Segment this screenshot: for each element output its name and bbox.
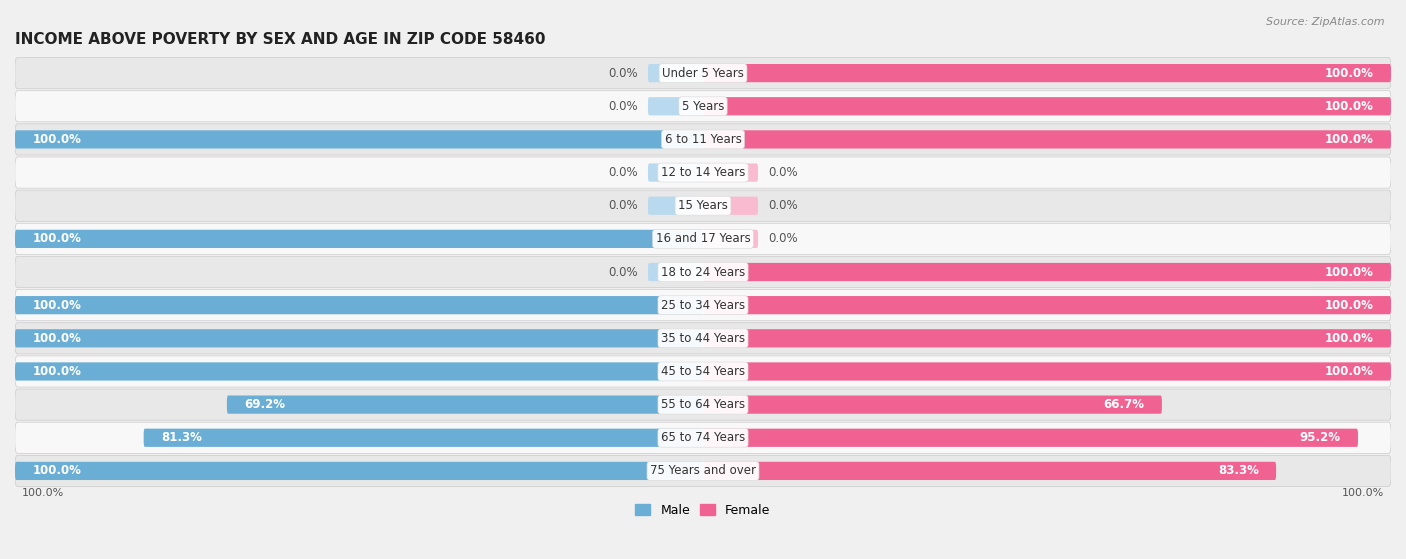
FancyBboxPatch shape — [703, 296, 1391, 314]
Text: Source: ZipAtlas.com: Source: ZipAtlas.com — [1267, 17, 1385, 27]
FancyBboxPatch shape — [703, 97, 1391, 115]
Text: 65 to 74 Years: 65 to 74 Years — [661, 431, 745, 444]
FancyBboxPatch shape — [15, 223, 1391, 254]
Text: 100.0%: 100.0% — [32, 465, 82, 477]
FancyBboxPatch shape — [703, 64, 1391, 82]
Text: 5 Years: 5 Years — [682, 100, 724, 113]
FancyBboxPatch shape — [15, 257, 1391, 287]
Text: 0.0%: 0.0% — [607, 100, 638, 113]
FancyBboxPatch shape — [703, 230, 758, 248]
FancyBboxPatch shape — [703, 329, 1391, 348]
FancyBboxPatch shape — [15, 462, 703, 480]
FancyBboxPatch shape — [15, 157, 1391, 188]
Text: 15 Years: 15 Years — [678, 199, 728, 212]
FancyBboxPatch shape — [15, 230, 703, 248]
Text: 100.0%: 100.0% — [32, 133, 82, 146]
FancyBboxPatch shape — [15, 323, 1391, 354]
FancyBboxPatch shape — [648, 97, 703, 115]
Text: 75 Years and over: 75 Years and over — [650, 465, 756, 477]
FancyBboxPatch shape — [15, 190, 1391, 221]
FancyBboxPatch shape — [703, 263, 1391, 281]
FancyBboxPatch shape — [15, 290, 1391, 321]
Text: 16 and 17 Years: 16 and 17 Years — [655, 233, 751, 245]
FancyBboxPatch shape — [15, 91, 1391, 122]
Text: 25 to 34 Years: 25 to 34 Years — [661, 299, 745, 312]
FancyBboxPatch shape — [15, 362, 703, 381]
FancyBboxPatch shape — [648, 64, 703, 82]
Text: 100.0%: 100.0% — [22, 489, 65, 499]
Text: 100.0%: 100.0% — [32, 365, 82, 378]
Text: 100.0%: 100.0% — [32, 299, 82, 312]
Text: INCOME ABOVE POVERTY BY SEX AND AGE IN ZIP CODE 58460: INCOME ABOVE POVERTY BY SEX AND AGE IN Z… — [15, 32, 546, 47]
Text: 66.7%: 66.7% — [1104, 398, 1144, 411]
FancyBboxPatch shape — [226, 396, 703, 414]
Text: 6 to 11 Years: 6 to 11 Years — [665, 133, 741, 146]
Text: 12 to 14 Years: 12 to 14 Years — [661, 166, 745, 179]
Text: 100.0%: 100.0% — [1324, 133, 1374, 146]
Text: 95.2%: 95.2% — [1299, 431, 1341, 444]
FancyBboxPatch shape — [15, 329, 703, 348]
Text: 100.0%: 100.0% — [1324, 100, 1374, 113]
Text: 55 to 64 Years: 55 to 64 Years — [661, 398, 745, 411]
FancyBboxPatch shape — [15, 130, 703, 149]
Text: 81.3%: 81.3% — [160, 431, 201, 444]
Text: 100.0%: 100.0% — [1324, 67, 1374, 79]
FancyBboxPatch shape — [703, 362, 1391, 381]
FancyBboxPatch shape — [15, 456, 1391, 486]
FancyBboxPatch shape — [703, 396, 1161, 414]
Text: 100.0%: 100.0% — [1324, 266, 1374, 278]
Text: 100.0%: 100.0% — [1341, 489, 1384, 499]
Text: 100.0%: 100.0% — [1324, 299, 1374, 312]
Legend: Male, Female: Male, Female — [630, 499, 776, 522]
Text: 100.0%: 100.0% — [1324, 332, 1374, 345]
FancyBboxPatch shape — [703, 429, 1358, 447]
Text: 0.0%: 0.0% — [607, 166, 638, 179]
Text: 100.0%: 100.0% — [1324, 365, 1374, 378]
Text: Under 5 Years: Under 5 Years — [662, 67, 744, 79]
Text: 35 to 44 Years: 35 to 44 Years — [661, 332, 745, 345]
FancyBboxPatch shape — [703, 197, 758, 215]
FancyBboxPatch shape — [15, 124, 1391, 155]
FancyBboxPatch shape — [15, 422, 1391, 453]
FancyBboxPatch shape — [648, 163, 703, 182]
FancyBboxPatch shape — [143, 429, 703, 447]
FancyBboxPatch shape — [703, 130, 1391, 149]
FancyBboxPatch shape — [15, 296, 703, 314]
Text: 69.2%: 69.2% — [245, 398, 285, 411]
Text: 0.0%: 0.0% — [768, 199, 799, 212]
Text: 0.0%: 0.0% — [607, 199, 638, 212]
FancyBboxPatch shape — [703, 462, 1277, 480]
Text: 45 to 54 Years: 45 to 54 Years — [661, 365, 745, 378]
FancyBboxPatch shape — [15, 389, 1391, 420]
Text: 100.0%: 100.0% — [32, 332, 82, 345]
Text: 0.0%: 0.0% — [768, 166, 799, 179]
Text: 18 to 24 Years: 18 to 24 Years — [661, 266, 745, 278]
Text: 0.0%: 0.0% — [768, 233, 799, 245]
FancyBboxPatch shape — [703, 163, 758, 182]
Text: 100.0%: 100.0% — [32, 233, 82, 245]
FancyBboxPatch shape — [648, 197, 703, 215]
Text: 0.0%: 0.0% — [607, 266, 638, 278]
Text: 83.3%: 83.3% — [1218, 465, 1258, 477]
FancyBboxPatch shape — [648, 263, 703, 281]
FancyBboxPatch shape — [15, 58, 1391, 89]
Text: 0.0%: 0.0% — [607, 67, 638, 79]
FancyBboxPatch shape — [15, 356, 1391, 387]
